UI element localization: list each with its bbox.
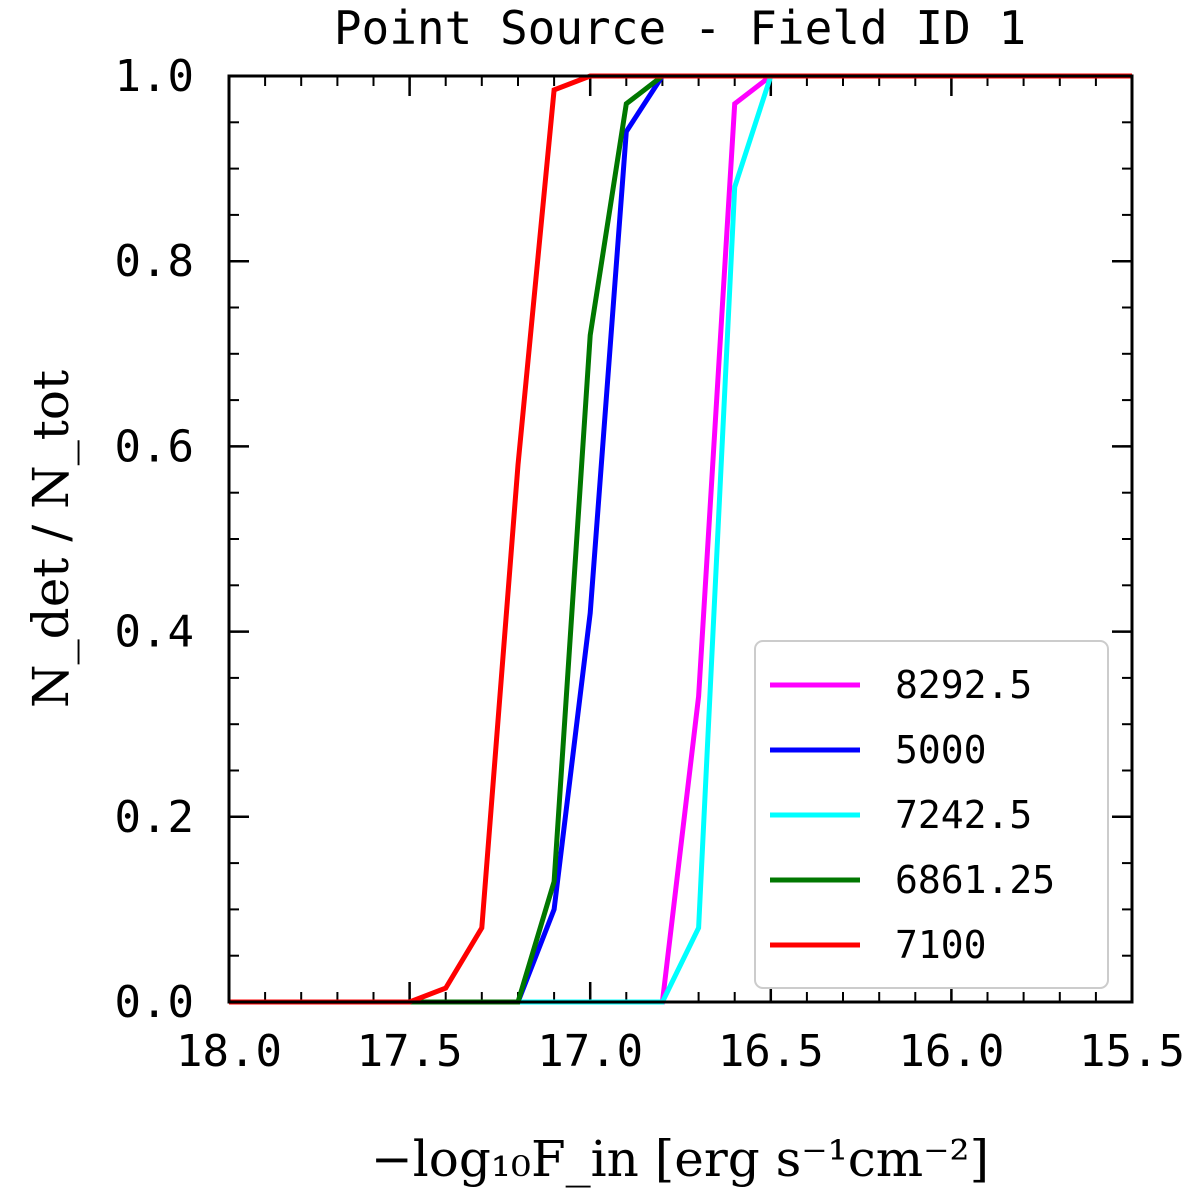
y-axis-label: N_det / N_tot bbox=[22, 370, 80, 708]
x-tick-label: 17.5 bbox=[357, 1026, 463, 1077]
legend-label: 8292.5 bbox=[895, 663, 1032, 707]
y-tick-label: 0.2 bbox=[115, 792, 194, 843]
legend-box bbox=[754, 640, 1109, 989]
y-tick-label: 0.6 bbox=[115, 421, 194, 472]
legend-label: 6861.25 bbox=[895, 858, 1055, 902]
x-tick-label: 17.0 bbox=[537, 1026, 643, 1077]
legend-label: 7242.5 bbox=[895, 793, 1032, 837]
x-tick-label: 15.5 bbox=[1079, 1026, 1185, 1077]
x-tick-label: 18.0 bbox=[176, 1026, 282, 1077]
x-tick-labels: 18.0 17.5 17.0 16.5 16.0 15.5 bbox=[176, 1026, 1185, 1077]
y-tick-label: 0.4 bbox=[115, 607, 194, 658]
legend-label: 7100 bbox=[895, 923, 987, 967]
chart-title: Point Source - Field ID 1 bbox=[334, 1, 1026, 55]
legend-entries: 8292.5 5000 7242.5 6861.25 7100 bbox=[770, 663, 1055, 967]
x-tick-label: 16.5 bbox=[718, 1026, 824, 1077]
y-tick-label: 0.8 bbox=[115, 236, 194, 287]
legend: 8292.5 5000 7242.5 6861.25 7100 bbox=[754, 640, 1109, 989]
y-tick-label: 1.0 bbox=[115, 51, 194, 102]
legend-label: 5000 bbox=[895, 728, 987, 772]
x-tick-label: 16.0 bbox=[898, 1026, 1004, 1077]
plot-frame bbox=[227, 74, 1134, 1004]
y-tick-labels: 0.0 0.2 0.4 0.6 0.8 1.0 bbox=[115, 51, 194, 1028]
x-axis-label: −log₁₀F_in [erg s⁻¹cm⁻²] bbox=[371, 1130, 989, 1188]
y-tick-label: 0.0 bbox=[115, 977, 194, 1028]
